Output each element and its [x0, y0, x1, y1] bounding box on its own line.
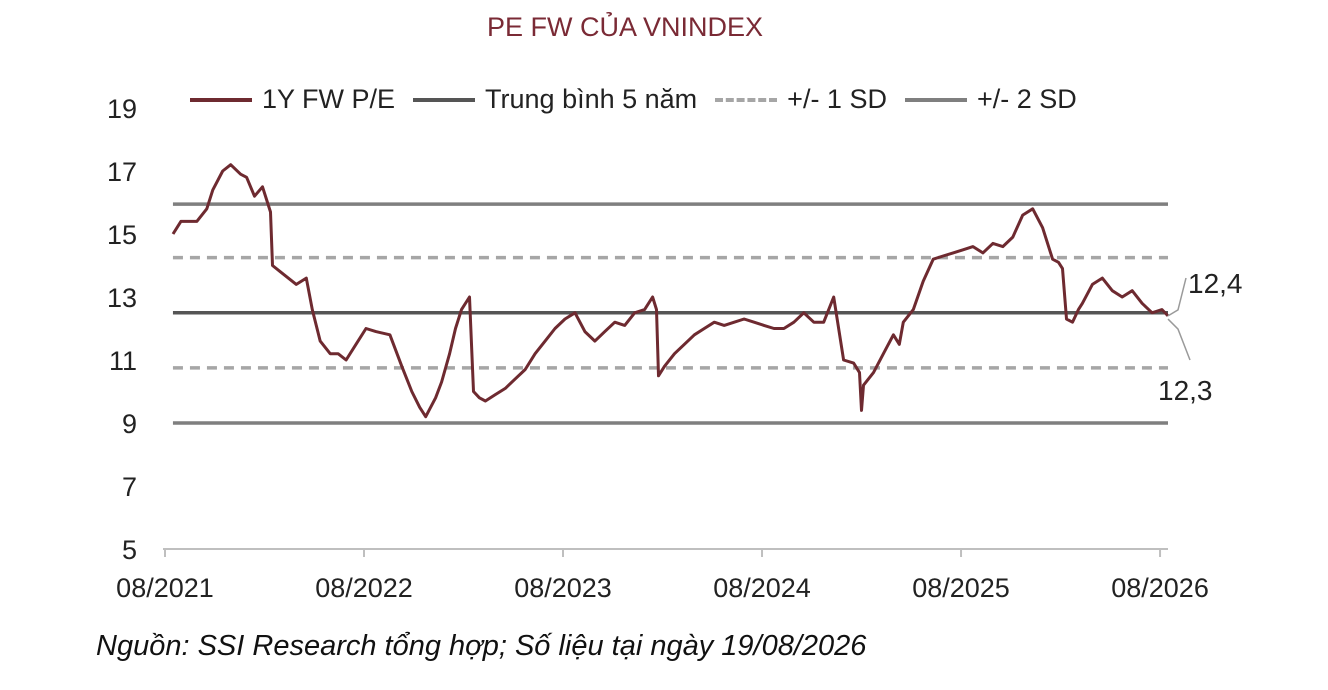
legend-item-avg: Trung bình 5 năm	[413, 84, 697, 115]
legend-label-1sd: +/- 1 SD	[787, 84, 887, 114]
y-tick-label-13: 13	[107, 283, 137, 313]
x-tick-label-08-2025: 08/2025	[912, 573, 1010, 603]
y-tick-label-9: 9	[122, 409, 137, 439]
pe-series-line	[171, 163, 1170, 419]
legend-label-pe: 1Y FW P/E	[262, 84, 396, 114]
x-tick-label-08-2024: 08/2024	[713, 573, 811, 603]
x-tick-label-08-2021: 08/2021	[116, 573, 214, 603]
annotation-leader-top	[1167, 277, 1187, 317]
source-note: Nguồn: SSI Research tổng hợp; Số liệu tạ…	[96, 630, 867, 662]
legend-swatch-pe	[190, 97, 252, 102]
y-tick-label-5: 5	[122, 535, 137, 565]
y-tick-label-17: 17	[107, 157, 137, 187]
legend-swatch-1sd	[715, 97, 778, 102]
annotation-value-bottom: 12,3	[1158, 375, 1213, 406]
x-tick-label-08-2026: 08/2026	[1111, 573, 1209, 603]
annotation-value-top: 12,4	[1188, 268, 1243, 299]
x-tick-label-08-2023: 08/2023	[514, 573, 612, 603]
legend-swatch-2sd	[904, 97, 967, 102]
y-tick-label-15: 15	[107, 220, 137, 250]
x-tick-label-08-2022: 08/2022	[315, 573, 413, 603]
chart-title: PE FW CỦA VNINDEX	[486, 12, 764, 42]
legend-swatch-avg	[413, 97, 476, 102]
annotation-leader-bottom	[1167, 318, 1191, 361]
legend-item-1sd: +/- 1 SD	[715, 84, 887, 115]
y-tick-label-11: 11	[109, 346, 137, 376]
legend-item-2sd: +/- 2 SD	[904, 84, 1077, 115]
legend: 1Y FW P/E Trung bình 5 năm +/- 1 SD +/- …	[190, 84, 1095, 115]
y-tick-label-7: 7	[122, 472, 137, 502]
legend-label-2sd: +/- 2 SD	[976, 84, 1077, 114]
legend-item-pe: 1Y FW P/E	[190, 84, 395, 115]
legend-label-avg: Trung bình 5 năm	[485, 84, 698, 114]
y-tick-label-19: 19	[107, 94, 137, 124]
